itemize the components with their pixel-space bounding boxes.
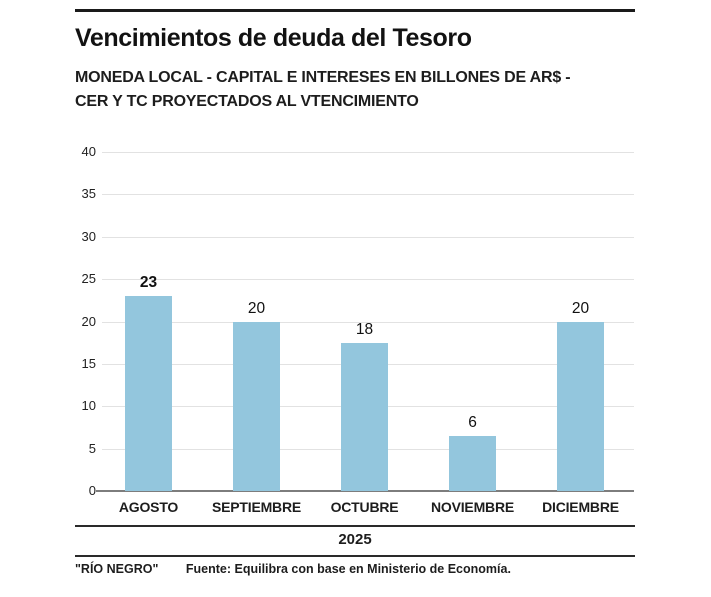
footer-rule [75, 555, 635, 557]
gridline-20 [102, 321, 634, 323]
chart-subtitle: MONEDA LOCAL - CAPITAL E INTERESES EN BI… [75, 66, 571, 114]
value-label-noviembre: 6 [468, 413, 477, 431]
x-axis-baseline [96, 490, 634, 492]
gridline-30 [102, 236, 634, 238]
bar-diciembre [557, 321, 604, 491]
credit-label: "RÍO NEGRO" [75, 562, 159, 576]
y-tick-label-0: 0 [88, 483, 96, 498]
month-axis-rule [75, 525, 635, 527]
y-tick-label-20: 20 [81, 313, 96, 329]
value-label-agosto: 23 [139, 274, 158, 292]
y-tick-label-25: 25 [81, 271, 96, 287]
gridline-40 [102, 152, 634, 153]
y-tick-label-40: 40 [81, 144, 96, 159]
y-tick-label-30: 30 [81, 228, 96, 244]
bar-septiembre [233, 321, 280, 491]
bar-octubre [341, 342, 388, 491]
source-label: Fuente: Equilibra con base en Ministerio… [185, 562, 511, 576]
y-tick-label-10: 10 [81, 398, 96, 414]
value-label-septiembre: 20 [247, 299, 266, 317]
gridline-35 [102, 194, 634, 196]
value-label-diciembre: 20 [571, 299, 590, 317]
x-axis-year-label: 2025 [338, 531, 372, 548]
bar-agosto [125, 296, 172, 491]
x-tick-label-octubre: OCTUBRE [330, 499, 399, 515]
y-tick-label-15: 15 [81, 355, 96, 371]
x-tick-label-noviembre: NOVIEMBRE [431, 499, 514, 515]
top-rule [75, 9, 635, 12]
y-tick-label-5: 5 [88, 440, 96, 456]
chart-subtitle-line2: CER Y TC PROYECTADOS AL VTENCIMIENTO [75, 93, 419, 110]
x-tick-label-septiembre: SEPTIEMBRE [211, 499, 301, 515]
chart-subtitle-line1: MONEDA LOCAL - CAPITAL E INTERESES EN BI… [75, 69, 571, 86]
y-tick-label-35: 35 [81, 186, 96, 202]
chart-title: Vencimientos de deuda del Tesoro [75, 24, 472, 52]
x-tick-label-diciembre: DICIEMBRE [542, 499, 619, 515]
bar-noviembre [449, 435, 496, 491]
x-tick-label-agosto: AGOSTO [118, 499, 179, 515]
value-label-octubre: 18 [355, 320, 374, 338]
footer: "RÍO NEGRO" Fuente: Equilibra con base e… [75, 562, 511, 576]
gridline-25 [102, 279, 634, 281]
